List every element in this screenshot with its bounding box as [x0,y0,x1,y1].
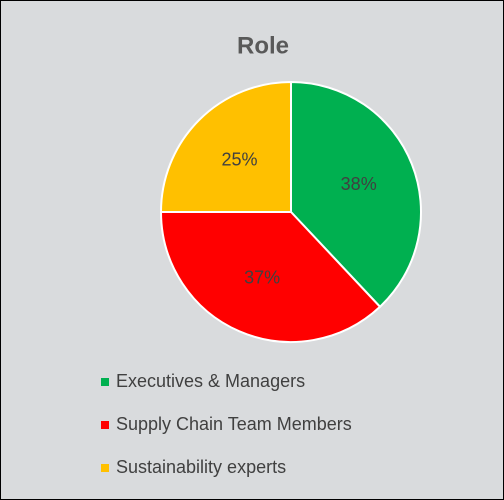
legend-label: Supply Chain Team Members [116,414,352,434]
data-label: 37% [244,268,280,288]
data-label: 38% [341,174,377,194]
data-label: 25% [222,149,258,169]
pie-slice [159,80,292,213]
legend-marker [101,421,109,429]
legend-label: Sustainability experts [116,457,286,477]
legend-label: Executives & Managers [116,371,305,391]
pie-slice [159,211,382,343]
pie-slice [290,80,422,309]
chart-title: Role [237,32,289,59]
legend-marker [101,464,109,472]
legend-marker [101,378,109,386]
